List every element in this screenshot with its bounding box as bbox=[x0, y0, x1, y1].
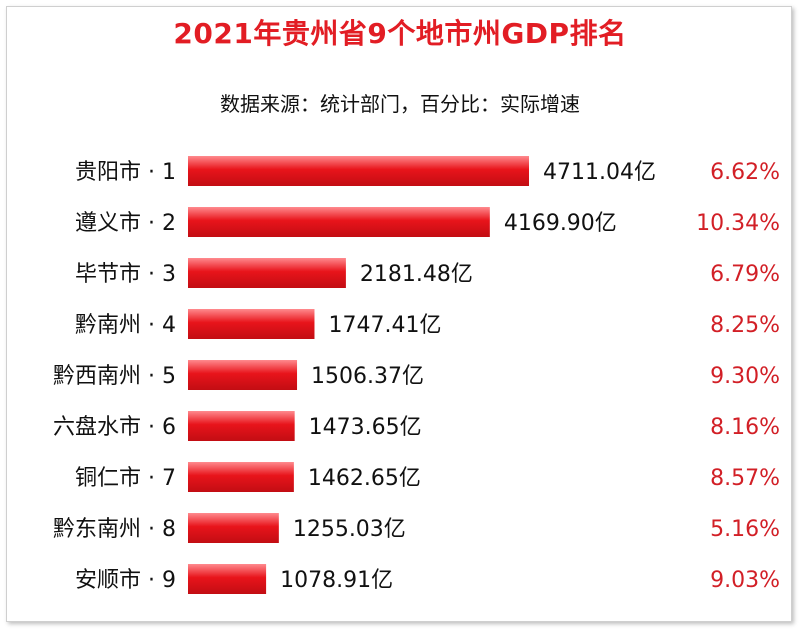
growth-label: 9.03% bbox=[710, 568, 780, 593]
growth-label: 10.34% bbox=[696, 211, 780, 236]
category-label: 黔西南州 · 5 bbox=[53, 364, 176, 389]
bar bbox=[188, 411, 295, 441]
chart-frame bbox=[6, 6, 792, 622]
value-label: 4169.90亿 bbox=[504, 211, 617, 236]
growth-label: 5.16% bbox=[710, 517, 780, 542]
value-label: 1255.03亿 bbox=[293, 517, 406, 542]
bar bbox=[188, 258, 346, 288]
category-label: 铜仁市 · 7 bbox=[75, 466, 176, 491]
value-label: 1747.41亿 bbox=[328, 313, 441, 338]
category-label: 毕节市 · 3 bbox=[75, 262, 176, 287]
value-label: 1506.37亿 bbox=[311, 364, 424, 389]
category-label: 黔南州 · 4 bbox=[75, 313, 176, 338]
growth-label: 8.25% bbox=[710, 313, 780, 338]
bar bbox=[188, 207, 490, 237]
growth-label: 8.57% bbox=[710, 466, 780, 491]
category-label: 黔东南州 · 8 bbox=[53, 517, 176, 542]
chart-subtitle: 数据来源：统计部门，百分比：实际增速 bbox=[220, 92, 580, 116]
growth-label: 8.16% bbox=[710, 415, 780, 440]
category-label: 贵阳市 · 1 bbox=[75, 160, 176, 185]
value-label: 4711.04亿 bbox=[543, 160, 656, 185]
category-label: 遵义市 · 2 bbox=[75, 211, 176, 236]
bar bbox=[188, 462, 294, 492]
growth-label: 9.30% bbox=[710, 364, 780, 389]
bar bbox=[188, 564, 267, 594]
category-label: 六盘水市 · 6 bbox=[53, 415, 176, 440]
bar bbox=[188, 156, 529, 186]
value-label: 1473.65亿 bbox=[309, 415, 422, 440]
category-label: 安顺市 · 9 bbox=[75, 568, 176, 593]
chart-title: 2021年贵州省9个地市州GDP排名 bbox=[173, 17, 627, 50]
growth-label: 6.62% bbox=[710, 160, 780, 185]
value-label: 1462.65亿 bbox=[308, 466, 421, 491]
value-label: 1078.91亿 bbox=[280, 568, 393, 593]
bar bbox=[188, 513, 279, 543]
value-label: 2181.48亿 bbox=[360, 262, 473, 287]
bar bbox=[188, 309, 315, 339]
growth-label: 6.79% bbox=[710, 262, 780, 287]
bar bbox=[188, 360, 298, 390]
